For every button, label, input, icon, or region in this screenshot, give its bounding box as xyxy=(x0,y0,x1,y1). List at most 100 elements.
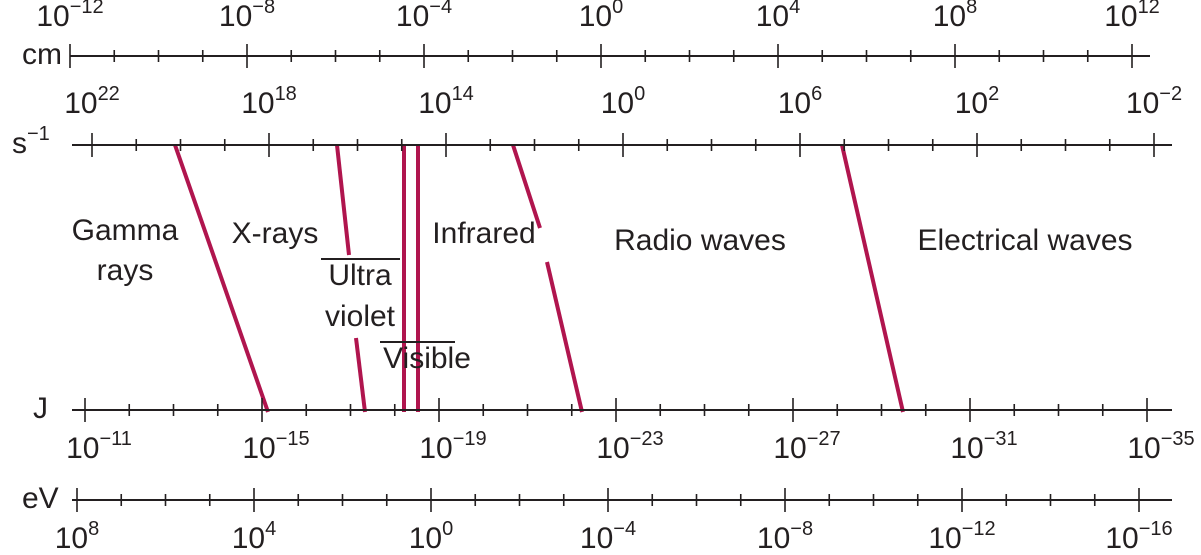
boundary-line xyxy=(511,144,542,229)
unit: J xyxy=(33,392,48,425)
tick-label: 10−15 xyxy=(242,428,309,465)
tick-label: 10−23 xyxy=(596,428,663,465)
tick-label: 10−4 xyxy=(396,0,452,33)
region-label: Electrical waves xyxy=(917,224,1132,257)
tick-exponent: 2 xyxy=(988,83,999,105)
tick-base: 10 xyxy=(1105,522,1138,555)
unit: eV xyxy=(22,482,59,515)
tick-label: 108 xyxy=(55,518,100,555)
tick-exponent: −31 xyxy=(984,428,1018,450)
tick-label: 10−12 xyxy=(36,0,103,33)
tick-label: 100 xyxy=(409,518,454,555)
tick-exponent: −8 xyxy=(252,0,275,18)
tick-exponent: 18 xyxy=(275,83,297,105)
tick-exponent: −35 xyxy=(1161,428,1195,450)
tick-base: 10 xyxy=(778,87,811,120)
tick-label: 1018 xyxy=(241,83,297,120)
tick-base: 10 xyxy=(928,522,961,555)
tick-label: 10−2 xyxy=(1126,83,1182,120)
tick-exponent: −4 xyxy=(613,518,636,540)
tick-base: 10 xyxy=(756,0,789,33)
unit: cm xyxy=(22,38,62,71)
tick-exponent: −16 xyxy=(1139,518,1173,540)
tick-label: 10−35 xyxy=(1127,428,1194,465)
tick-exponent: 6 xyxy=(811,83,822,105)
tick-label: 10−12 xyxy=(928,518,995,555)
region-label: Gamma xyxy=(72,214,179,247)
tick-exponent: −15 xyxy=(276,428,310,450)
tick-exponent: 8 xyxy=(966,0,977,18)
tick-base: 10 xyxy=(955,87,988,120)
tick-label: 100 xyxy=(601,83,646,120)
tick-label: 106 xyxy=(778,83,823,120)
tick-label: 10−19 xyxy=(419,428,486,465)
tick-base: 10 xyxy=(66,432,99,465)
tick-base: 10 xyxy=(580,522,613,555)
tick-exponent: 22 xyxy=(98,83,120,105)
tick-exponent: 8 xyxy=(88,518,99,540)
tick-base: 10 xyxy=(242,432,275,465)
tick-base: 10 xyxy=(64,87,97,120)
tick-label: 108 xyxy=(933,0,978,33)
boundary-line xyxy=(173,144,270,413)
tick-base: 10 xyxy=(757,522,790,555)
tick-base: 10 xyxy=(596,432,629,465)
unit-label: eV xyxy=(22,482,59,515)
region-label: Visible xyxy=(383,342,471,375)
region-label: Ultra xyxy=(328,259,392,292)
tick-label: 10−8 xyxy=(219,0,275,33)
tick-base: 10 xyxy=(950,432,983,465)
tick-base: 10 xyxy=(419,432,452,465)
tick-label: 1014 xyxy=(418,83,474,120)
tick-base: 10 xyxy=(232,522,265,555)
tick-base: 10 xyxy=(418,87,451,120)
unit: s xyxy=(12,127,27,160)
boundary-line xyxy=(335,144,351,256)
tick-exponent: 4 xyxy=(265,518,276,540)
tick-label: 100 xyxy=(579,0,624,33)
tick-exponent: 0 xyxy=(612,0,623,18)
tick-exponent: −8 xyxy=(790,518,813,540)
tick-base: 10 xyxy=(241,87,274,120)
tick-label: 10−8 xyxy=(757,518,813,555)
tick-label: 10−31 xyxy=(950,428,1017,465)
tick-exponent: −23 xyxy=(630,428,664,450)
boundary-line xyxy=(354,337,367,413)
tick-base: 10 xyxy=(1127,432,1160,465)
tick-exponent: −27 xyxy=(807,428,841,450)
unit-label: s−1 xyxy=(12,123,50,160)
tick-base: 10 xyxy=(1126,87,1159,120)
tick-base: 10 xyxy=(601,87,634,120)
region-label: violet xyxy=(325,300,396,333)
tick-exponent: −4 xyxy=(429,0,452,18)
boundary-line xyxy=(545,261,584,413)
tick-exponent: −19 xyxy=(453,428,487,450)
tick-label: 10−4 xyxy=(580,518,636,555)
tick-label: 10−11 xyxy=(66,428,132,465)
band-boundaries xyxy=(173,144,905,413)
region-label: Infrared xyxy=(432,217,535,250)
tick-label: 10−27 xyxy=(773,428,840,465)
tick-exponent: 4 xyxy=(789,0,800,18)
tick-exponent: −11 xyxy=(99,428,131,450)
tick-base: 10 xyxy=(579,0,612,33)
tick-base: 10 xyxy=(219,0,252,33)
tick-base: 10 xyxy=(409,522,442,555)
tick-base: 10 xyxy=(55,522,88,555)
tick-exponent: 0 xyxy=(442,518,453,540)
tick-base: 10 xyxy=(933,0,966,33)
tick-exponent: 14 xyxy=(452,83,474,105)
tick-exponent: 12 xyxy=(1138,0,1160,18)
tick-base: 10 xyxy=(1104,0,1137,33)
tick-label: 1022 xyxy=(64,83,120,120)
region-label: rays xyxy=(97,254,154,287)
tick-label: 1012 xyxy=(1104,0,1160,33)
boundary-line xyxy=(840,144,905,413)
tick-label: 10−16 xyxy=(1105,518,1172,555)
tick-label: 104 xyxy=(232,518,277,555)
tick-exponent: 0 xyxy=(634,83,645,105)
unit-label: J xyxy=(33,392,48,425)
tick-base: 10 xyxy=(396,0,429,33)
tick-exponent: −2 xyxy=(1159,83,1182,105)
